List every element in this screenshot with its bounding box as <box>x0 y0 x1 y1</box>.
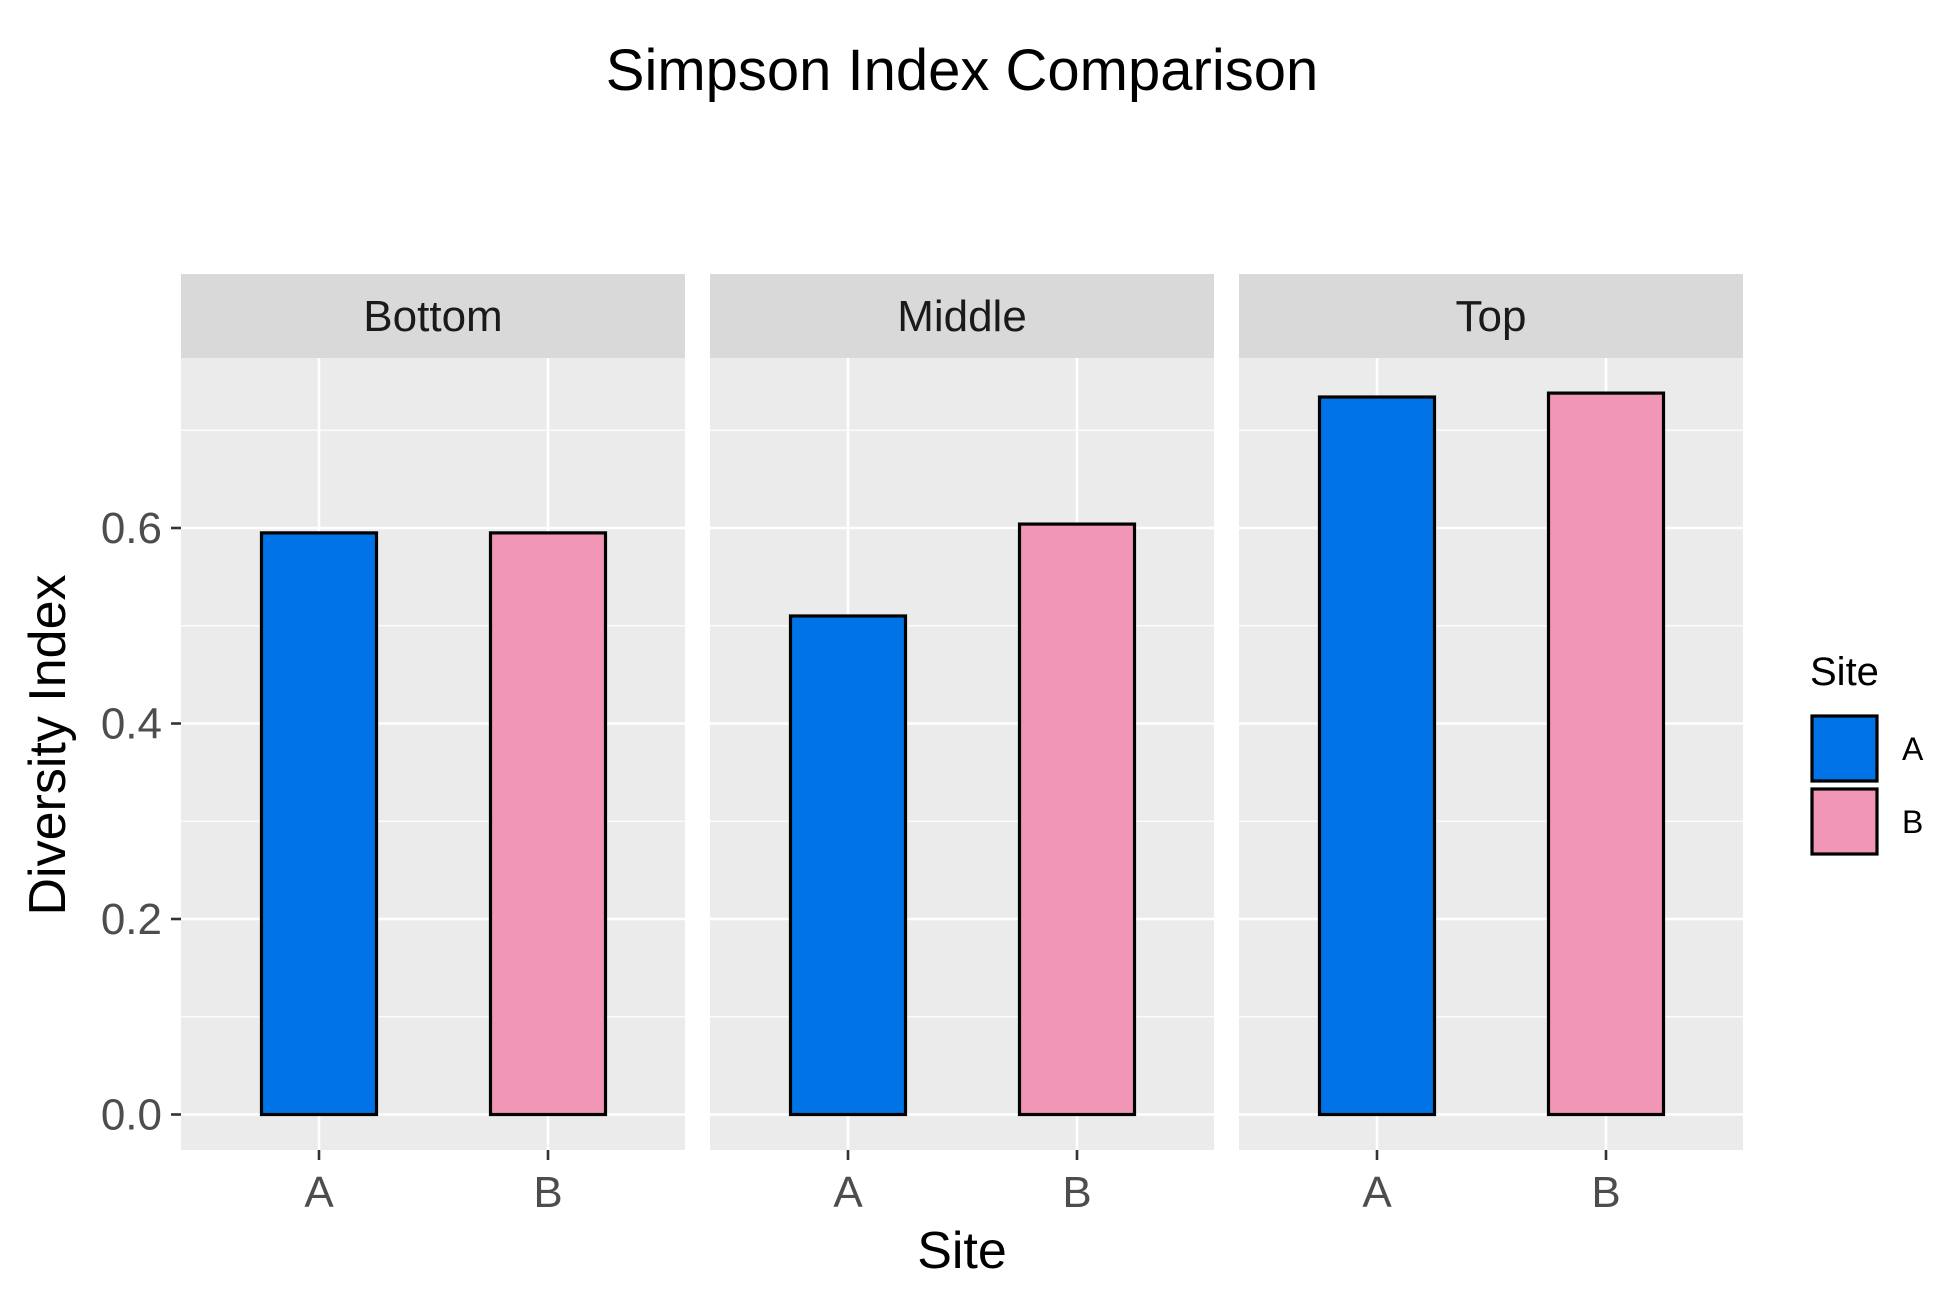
facet-strip-label: Bottom <box>363 292 502 341</box>
y-tick-label: 0.0 <box>101 1091 162 1140</box>
bar-bottom-a <box>259 531 379 1117</box>
bar-top-b <box>1546 391 1666 1117</box>
legend: Site A B <box>1810 650 1924 856</box>
y-axis-title: Diversity Index <box>19 575 77 916</box>
y-tick-label: 0.4 <box>101 700 162 749</box>
facet-strip <box>1239 274 1743 358</box>
facet-strip-label: Middle <box>897 292 1027 341</box>
panel-background <box>181 358 685 1150</box>
legend-key-b <box>1810 787 1879 856</box>
x-tick-label: A <box>833 1168 863 1217</box>
bar-bottom-b <box>488 531 608 1117</box>
bar-middle-a <box>788 614 908 1117</box>
x-tick-label: B <box>533 1168 562 1217</box>
y-axis: 0.0 0.2 0.4 0.6 <box>101 504 181 1140</box>
panel-background <box>1239 358 1743 1150</box>
x-tick-label: B <box>1062 1168 1091 1217</box>
x-axis-title: Site <box>917 1222 1007 1280</box>
legend-label: A <box>1902 731 1924 767</box>
bar-top-a <box>1317 395 1437 1117</box>
facet-strip <box>710 274 1214 358</box>
x-tick-label: A <box>1362 1168 1392 1217</box>
facet-strip <box>181 274 685 358</box>
y-tick-label: 0.2 <box>101 895 162 944</box>
legend-title: Site <box>1810 650 1879 694</box>
legend-label: B <box>1902 804 1923 840</box>
legend-key-a <box>1810 714 1879 783</box>
facet-panels: Bottom A B Middle A B Top A B <box>181 274 1743 1217</box>
chart-title: Simpson Index Comparison <box>606 38 1318 103</box>
panel-background <box>710 358 1214 1150</box>
facet-panel-bottom: Bottom A B <box>181 274 685 1217</box>
bar-middle-b <box>1017 522 1137 1117</box>
x-tick-label: A <box>304 1168 334 1217</box>
facet-panel-middle: Middle A B <box>710 274 1214 1217</box>
facet-panel-top: Top A B <box>1239 274 1743 1217</box>
y-tick-label: 0.6 <box>101 504 162 553</box>
x-tick-label: B <box>1591 1168 1620 1217</box>
facet-strip-label: Top <box>1456 292 1527 341</box>
